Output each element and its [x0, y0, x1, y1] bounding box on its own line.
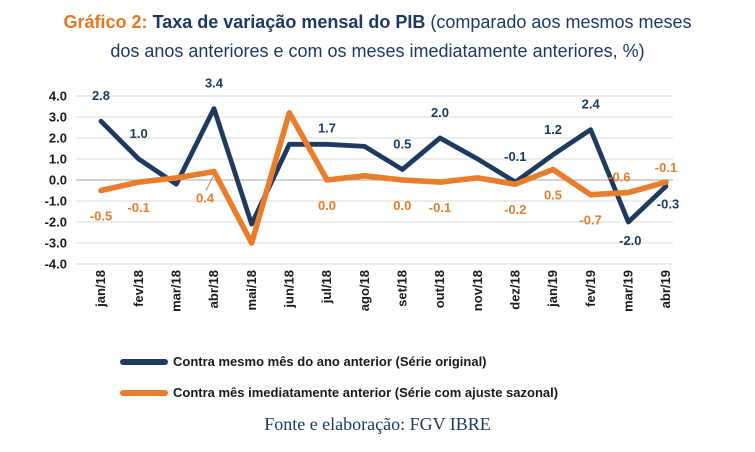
y-axis-tick-label: 2.0 [49, 131, 67, 146]
x-axis-tick: fev/19 [583, 270, 598, 307]
y-axis-tick-label: -3.0 [45, 236, 67, 251]
month-label: nov/18 [470, 270, 485, 311]
y-axis-tick-label: -2.0 [45, 215, 67, 230]
data-label: -0.6 [608, 170, 630, 185]
x-axis-tick: jul/18 [319, 270, 334, 304]
x-axis-tick: mai/18 [244, 270, 259, 310]
data-label: 1.0 [130, 126, 148, 141]
legend-label-seasonal-series: Contra mês imediatamente anterior (Série… [173, 385, 559, 400]
data-label: 1.7 [318, 120, 336, 135]
data-label: 0.0 [393, 198, 411, 213]
orange-line-swatch [120, 389, 168, 396]
data-label: 0.5 [393, 137, 411, 152]
x-axis-tick: ago/18 [357, 270, 372, 311]
month-label: fev/19 [583, 270, 598, 307]
x-axis-tick: out/18 [432, 270, 447, 308]
month-label: mar/18 [168, 270, 183, 312]
data-label: 3.4 [205, 76, 224, 91]
chart-title: Gráfico 2: Taxa de variação mensal do PI… [10, 8, 745, 66]
month-label: jul/18 [319, 270, 334, 304]
chart-title-paren-start: (comparado aos mesmos meses [430, 12, 692, 32]
chart-title-prefix: Gráfico 2: [63, 12, 148, 32]
legend-item-seasonal-series: Contra mês imediatamente anterior (Série… [120, 377, 558, 408]
month-label: dez/18 [507, 270, 522, 310]
x-axis-tick: jan/18 [93, 270, 108, 308]
y-axis-tick-label: 1.0 [49, 152, 67, 167]
y-axis-tick-label: -1.0 [45, 194, 67, 209]
month-label: jan/18 [93, 270, 108, 308]
x-axis-tick: mar/18 [168, 270, 183, 312]
x-axis-tick: mar/19 [620, 270, 635, 312]
y-axis-tick-label: 0.0 [49, 173, 67, 188]
navy-line-swatch [120, 358, 168, 365]
data-label: 0.4 [196, 191, 215, 206]
data-label: -0.1 [655, 160, 677, 175]
month-label: jun/18 [281, 270, 296, 309]
data-label: -0.1 [127, 200, 149, 215]
data-label: 2.8 [92, 88, 110, 103]
x-axis-tick: jun/18 [281, 270, 296, 309]
month-label: abr/18 [206, 270, 221, 308]
x-axis-tick: dez/18 [507, 270, 522, 310]
data-label: 1.2 [544, 122, 562, 137]
series-line-month-over-month [98, 109, 669, 246]
gdp-line-chart: 4.0 3.0 2.0 1.0 0.0 -1.0 -2.0 -3.0 -4.0 jan/18 fev… [45, 76, 680, 312]
data-label: 2.4 [582, 97, 601, 112]
legend-item-original-series: Contra mesmo mês do ano anterior (Série … [120, 346, 558, 377]
data-label: -0.1 [504, 149, 526, 164]
data-label: -0.1 [429, 200, 451, 215]
chart-title-paren-end: dos anos anteriores e com os meses imedi… [110, 41, 645, 61]
month-label: fev/18 [131, 270, 146, 307]
data-label: 0.0 [318, 198, 336, 213]
legend-label-original-series: Contra mesmo mês do ano anterior (Série … [173, 354, 487, 369]
chart-title-main: Taxa de variação mensal do PIB [152, 12, 426, 32]
source-note: Fonte e elaboração: FGV IBRE [264, 414, 491, 434]
data-label: -0.7 [579, 213, 601, 228]
month-label: mai/18 [244, 270, 259, 310]
series-line-year-over-year [98, 106, 669, 227]
data-label: -0.2 [504, 202, 526, 217]
month-label: out/18 [432, 270, 447, 308]
x-axis-tick: nov/18 [470, 270, 485, 311]
data-label: -0.5 [90, 209, 112, 224]
month-label: mar/19 [620, 270, 635, 312]
chart-legend: Contra mesmo mês do ano anterior (Série … [120, 346, 558, 408]
data-label: -2.0 [619, 233, 641, 248]
y-axis-tick-label: -4.0 [45, 257, 67, 272]
x-axis-tick: abr/18 [206, 270, 221, 308]
y-axis-tick-label: 4.0 [49, 89, 67, 104]
x-axis-tick: jan/19 [545, 270, 560, 308]
month-label: ago/18 [357, 270, 372, 311]
x-axis-tick: fev/18 [131, 270, 146, 307]
x-axis-tick: abr/19 [658, 270, 673, 308]
month-label: set/18 [394, 270, 409, 307]
data-label: 2.0 [431, 105, 449, 120]
x-axis-tick: set/18 [394, 270, 409, 307]
y-axis-tick-label: 3.0 [49, 110, 67, 125]
data-label: -0.3 [657, 196, 679, 211]
label-leader-line [205, 176, 214, 191]
month-label: abr/19 [658, 270, 673, 308]
month-label: jan/19 [545, 270, 560, 308]
data-label: 0.5 [544, 188, 562, 203]
